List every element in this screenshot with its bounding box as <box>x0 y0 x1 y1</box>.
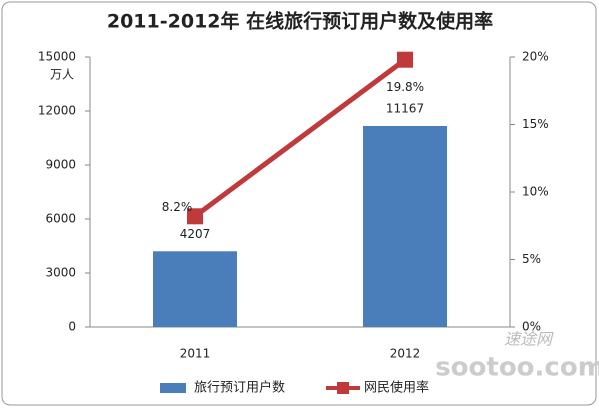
x-tick-label: 2012 <box>390 347 421 361</box>
legend-swatch <box>160 383 186 393</box>
x-tick-label: 2011 <box>180 347 211 361</box>
bar <box>153 251 237 327</box>
line-marker <box>397 51 413 68</box>
y-tick-label: 15000 <box>38 50 76 64</box>
line-value-label: 8.2% <box>162 200 193 214</box>
legend-label: 旅行预订用户数 <box>194 380 285 396</box>
line-value-label: 19.8% <box>386 80 424 94</box>
watermark: 速途网 <box>504 330 554 349</box>
y2-tick-label: 10% <box>522 185 549 199</box>
line-marker <box>187 208 203 225</box>
bar-value-label: 4207 <box>180 227 211 241</box>
y-tick-label: 6000 <box>45 212 76 226</box>
legend-swatch <box>337 382 349 394</box>
bar-value-label: 11167 <box>386 101 424 115</box>
chart-title: 2011-2012年 在线旅行预订用户数及使用率 <box>107 10 493 33</box>
y2-tick-label: 0% <box>522 320 541 334</box>
line <box>193 57 407 219</box>
y2-tick-label: 15% <box>522 117 549 131</box>
y2-tick-label: 5% <box>522 252 541 266</box>
legend-label: 网民使用率 <box>364 380 429 396</box>
bar <box>363 125 447 327</box>
watermark: sootoo.com <box>435 353 599 383</box>
y-unit: 万人 <box>50 68 74 82</box>
y-tick-label: 3000 <box>45 266 76 280</box>
y-tick-label: 0 <box>68 320 76 334</box>
y-tick-label: 9000 <box>45 158 76 172</box>
y2-tick-label: 20% <box>522 50 549 64</box>
y-tick-label: 12000 <box>38 104 76 118</box>
